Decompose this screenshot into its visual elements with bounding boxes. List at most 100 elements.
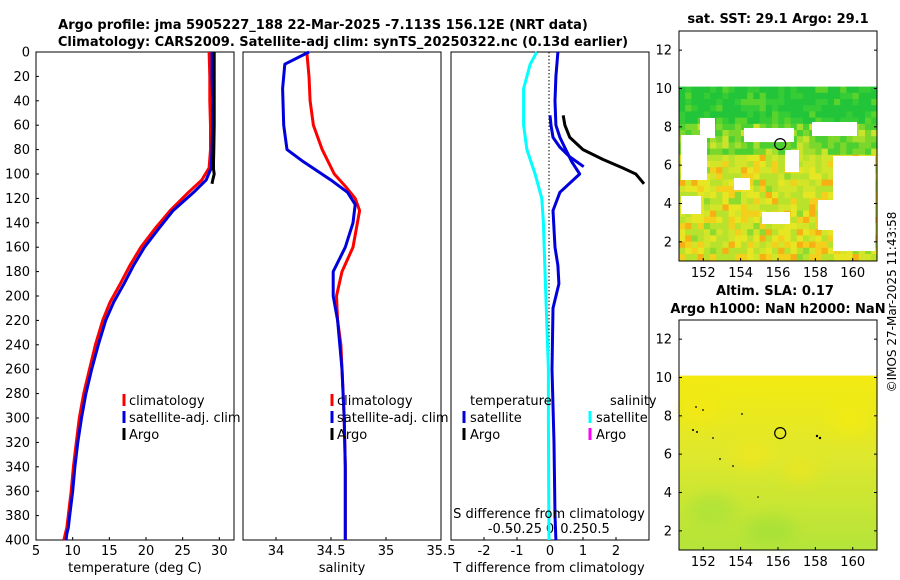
difference-profile-panel: -2 -1 0 1 2 -0.5-0.25 0 0.25 0.5 T difference f… bbox=[450, 51, 657, 576]
sst-cell bbox=[815, 167, 822, 174]
sst-cell bbox=[685, 92, 692, 100]
sst-cell bbox=[827, 241, 835, 249]
salinity-profile-panel: 34 34.5 35 35.5 salinity climatology satell… bbox=[242, 50, 456, 576]
sst-cell bbox=[747, 123, 754, 131]
sst-lat-label: 12 bbox=[655, 44, 672, 59]
sst-cell bbox=[815, 185, 822, 193]
sst-cell bbox=[722, 99, 729, 106]
sst-cell bbox=[790, 235, 798, 242]
sst-cell bbox=[827, 117, 835, 125]
sst-cell bbox=[697, 92, 705, 100]
sst-cell bbox=[691, 123, 698, 131]
sst-cell bbox=[871, 92, 877, 100]
sst-cell bbox=[697, 229, 705, 236]
sst-cell bbox=[765, 111, 773, 118]
sla-lon-label: 160 bbox=[840, 555, 865, 570]
sst-cell bbox=[679, 229, 686, 236]
sst-cell bbox=[765, 247, 773, 255]
legend-label-satellite: satellite-adj. clim bbox=[129, 411, 241, 426]
sst-lat-label: 10 bbox=[655, 82, 672, 97]
depth-tick-label: 220 bbox=[5, 314, 30, 329]
sla-map-tick-labels: 152 154 156 158 160 2 4 6 8 10 12 bbox=[655, 333, 877, 570]
sst-cell bbox=[796, 241, 804, 249]
sst-cell bbox=[685, 254, 692, 261]
sst-cell bbox=[685, 179, 692, 187]
sst-cell bbox=[728, 142, 736, 149]
salinity-xlabel: salinity bbox=[319, 561, 366, 576]
land-gap bbox=[734, 178, 750, 190]
sst-cell bbox=[734, 247, 742, 255]
sst-cell bbox=[796, 111, 804, 118]
sst-cell bbox=[679, 254, 686, 261]
sst-cell bbox=[871, 105, 877, 112]
sst-cell bbox=[747, 216, 754, 224]
sst-cell bbox=[803, 92, 810, 100]
sst-cell bbox=[790, 86, 798, 94]
land-gap bbox=[762, 212, 790, 224]
sst-cell bbox=[716, 105, 723, 112]
depth-tick-label: 20 bbox=[13, 70, 30, 85]
island-dot bbox=[815, 434, 819, 438]
series-line-s-argo bbox=[548, 115, 585, 168]
sla-islands bbox=[692, 406, 822, 498]
series-line-t-satellite bbox=[522, 51, 551, 541]
salinity-axes-box bbox=[242, 51, 442, 541]
sst-cell bbox=[784, 117, 791, 125]
sst-cell bbox=[734, 173, 742, 180]
legend-label-s-satellite: satellite bbox=[596, 411, 648, 426]
sst-cell bbox=[809, 216, 816, 224]
sst-cell bbox=[858, 136, 866, 143]
sst-cell bbox=[809, 235, 816, 242]
sst-cell bbox=[741, 105, 748, 112]
sst-cell bbox=[772, 154, 779, 162]
depth-tick-label: 240 bbox=[5, 338, 30, 353]
sst-cell bbox=[765, 204, 773, 211]
sst-cell bbox=[710, 223, 717, 230]
sst-cell bbox=[865, 86, 872, 94]
depth-tick-label: 200 bbox=[5, 290, 30, 305]
sst-cell bbox=[809, 241, 816, 249]
sst-cell bbox=[803, 192, 810, 199]
sst-cell bbox=[840, 148, 847, 156]
sst-cell bbox=[858, 92, 866, 100]
salinity-tick-label: 35.5 bbox=[427, 544, 456, 559]
sst-cell bbox=[741, 111, 748, 118]
sst-cell bbox=[753, 167, 760, 174]
sst-cell bbox=[815, 154, 822, 162]
depth-tick-label: 360 bbox=[5, 485, 30, 500]
sst-cell bbox=[679, 123, 686, 131]
sst-cell bbox=[753, 204, 760, 211]
sst-cell bbox=[722, 111, 729, 118]
sst-cell bbox=[815, 86, 822, 94]
sst-cell bbox=[747, 192, 754, 199]
sst-cell bbox=[803, 154, 810, 162]
sst-cell bbox=[784, 223, 791, 230]
sst-lon-label: 154 bbox=[728, 266, 753, 281]
sst-cell bbox=[741, 92, 748, 100]
sst-cell bbox=[716, 117, 723, 125]
salinity-legend: climatology satellite-adj. clim Argo bbox=[330, 394, 449, 443]
sst-cell bbox=[734, 99, 742, 106]
sst-cell bbox=[710, 86, 717, 94]
sst-cell bbox=[846, 117, 853, 125]
sst-cell bbox=[734, 148, 742, 156]
sst-cell bbox=[803, 173, 810, 180]
sst-cell bbox=[685, 185, 692, 193]
temperature-legend: climatology satellite-adj. clim Argo bbox=[122, 394, 241, 443]
sst-cell bbox=[722, 136, 729, 143]
sst-cell bbox=[790, 198, 798, 205]
sst-cell bbox=[679, 105, 686, 112]
sst-cell bbox=[691, 235, 698, 242]
sst-cell bbox=[778, 241, 785, 249]
sst-cell bbox=[685, 223, 692, 230]
sst-cell bbox=[753, 148, 760, 156]
sst-cell bbox=[734, 161, 742, 168]
sst-cell bbox=[772, 161, 779, 168]
sst-cell bbox=[784, 241, 791, 249]
sst-cell bbox=[728, 154, 736, 162]
sst-cell bbox=[747, 173, 754, 180]
salinity-tick-label: 34 bbox=[268, 544, 285, 559]
sla-lat-label: 6 bbox=[664, 448, 672, 463]
s-difference-xlabel: S difference from climatology bbox=[453, 507, 645, 522]
sst-cell bbox=[753, 241, 760, 249]
